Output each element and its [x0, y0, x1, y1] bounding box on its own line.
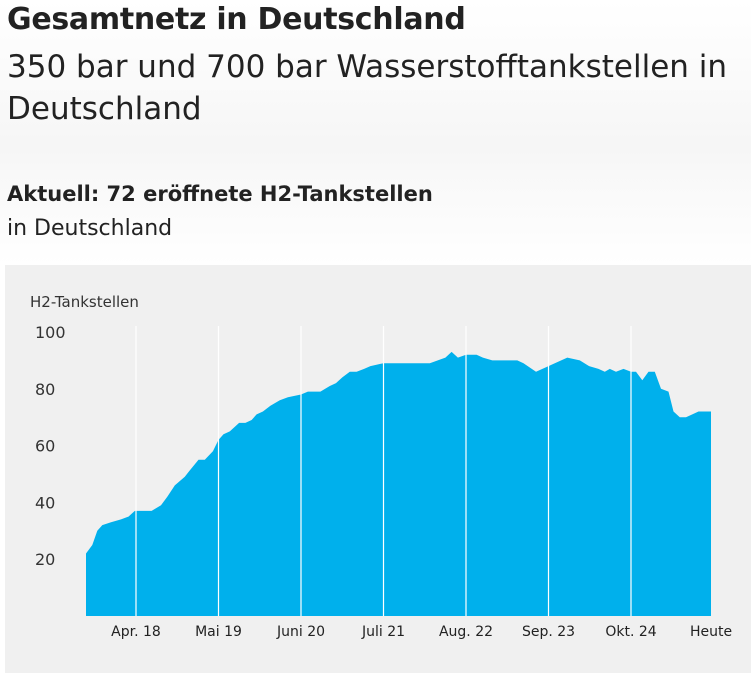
x-ticks: Apr. 18 Mai 19 Juni 20 Juli 21 Aug. 22 Sep. 2… — [111, 624, 732, 640]
grid-lines — [135, 326, 632, 616]
series-area — [86, 351, 711, 616]
x-tick-label: Juni 20 — [276, 624, 325, 640]
area-chart: H2-Tankstellen 20 40 60 80 100 Apr. 18 Mai 19… — [30, 293, 732, 640]
x-tick-label: Okt. 24 — [605, 624, 656, 640]
y-tick-label: 40 — [35, 493, 55, 512]
x-tick-label: Sep. 23 — [522, 624, 575, 640]
y-tick-label: 20 — [35, 550, 55, 569]
page-title: Gesamtnetz in Deutschland — [7, 2, 466, 37]
chart-panel: H2-Tankstellen 20 40 60 80 100 Apr. 18 Mai 19… — [5, 265, 751, 673]
y-tick-label: 100 — [35, 323, 66, 342]
area-layer — [86, 351, 711, 616]
x-tick-label: Heute — [690, 624, 732, 640]
x-tick-label: Aug. 22 — [439, 624, 493, 640]
header-area: Gesamtnetz in Deutschland 350 bar und 70… — [0, 0, 751, 265]
y-axis-label: H2-Tankstellen — [30, 293, 139, 311]
page-subtitle: 350 bar und 700 bar Wasserstofftankstell… — [7, 49, 728, 127]
y-tick-label: 80 — [35, 380, 55, 399]
y-ticks: 20 40 60 80 100 — [35, 323, 66, 569]
y-tick-label: 60 — [35, 437, 55, 456]
x-tick-label: Juli 21 — [361, 624, 405, 640]
stat-headline: Aktuell: 72 eröffnete H2-Tankstellen — [7, 182, 433, 206]
x-tick-label: Mai 19 — [195, 624, 242, 640]
x-tick-label: Apr. 18 — [111, 624, 161, 640]
stat-subline: in Deutschland — [7, 216, 173, 241]
